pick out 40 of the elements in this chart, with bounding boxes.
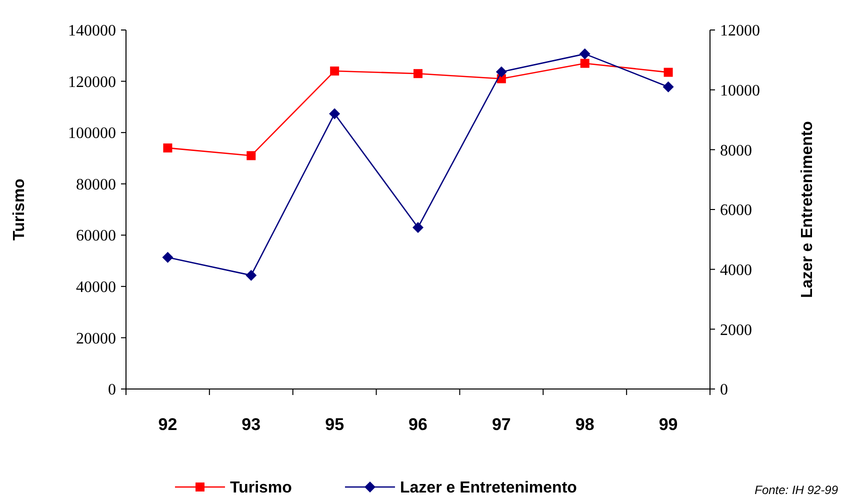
y-tick-label: 140000 (68, 22, 116, 40)
y2-tick-label: 4000 (720, 262, 752, 279)
y2-tick-label: 2000 (720, 322, 752, 339)
y2-tick-label: 12000 (720, 22, 760, 40)
point (162, 252, 174, 263)
y2-tick-label: 10000 (720, 82, 760, 100)
x-tick-label: 95 (325, 415, 344, 434)
y2-tick-label: 8000 (720, 142, 752, 160)
y-tick-label: 20000 (76, 330, 116, 348)
y-tick-label: 40000 (76, 279, 116, 296)
point (329, 108, 340, 120)
x-tick-label: 99 (658, 415, 678, 434)
point (496, 66, 507, 78)
y-tick-label: 60000 (76, 228, 116, 245)
point (163, 143, 172, 152)
y-tick-label: 120000 (68, 74, 116, 91)
point (580, 58, 590, 68)
point (246, 270, 257, 281)
x-tick-label: 92 (158, 415, 178, 434)
legend-label: Turismo (230, 480, 292, 497)
x-tick-label: 98 (575, 415, 594, 434)
y2-tick-label: 6000 (720, 202, 752, 220)
point (662, 81, 674, 92)
y2-tick-label: 0 (720, 382, 728, 399)
y2-axis-title: Lazer e Entretenimento (799, 120, 816, 298)
point (246, 151, 256, 160)
y-tick-label: 100000 (68, 125, 116, 142)
x-tick-label: 96 (408, 415, 428, 434)
x-tick-label: 93 (242, 415, 261, 434)
source-note: Fonte: IH 92-99 (754, 483, 838, 497)
y-tick-label: 80000 (76, 176, 116, 194)
x-tick-label: 97 (492, 415, 511, 434)
y-tick-label: 0 (108, 382, 116, 399)
y-axis-title: Turismo (11, 178, 28, 240)
point (414, 69, 422, 78)
point (412, 222, 424, 233)
point (579, 48, 590, 60)
point (664, 68, 673, 77)
legend-label: Lazer e Entretenimento (400, 480, 578, 497)
point (330, 66, 340, 76)
